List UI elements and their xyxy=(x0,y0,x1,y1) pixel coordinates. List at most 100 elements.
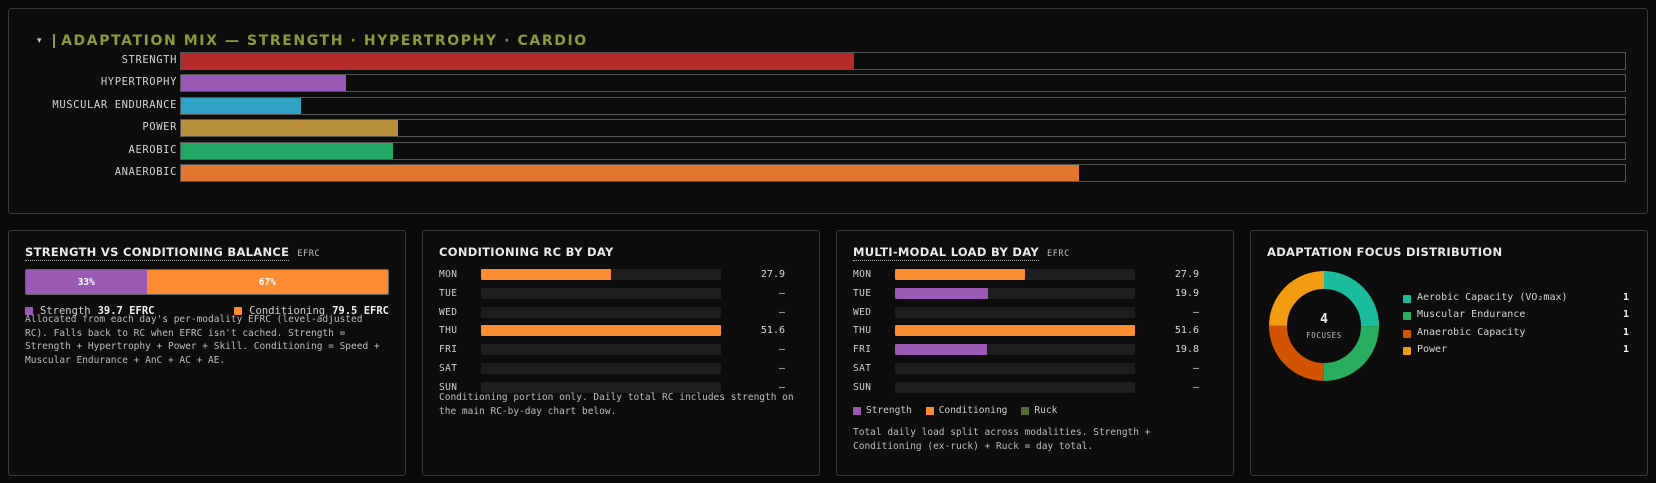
bar-track xyxy=(895,325,1135,337)
focus-donut-chart xyxy=(1269,271,1379,381)
bar-track xyxy=(895,287,1135,299)
day-value: 27.9 xyxy=(760,269,785,280)
day-label: TUE xyxy=(853,287,872,299)
card-title: MULTI-MODAL LOAD BY DAY EFRC xyxy=(853,245,1070,261)
day-label: WED xyxy=(439,306,458,318)
day-row-thu: THU 51.6 xyxy=(439,324,803,338)
day-row-tue: TUE 19.9 xyxy=(853,287,1217,301)
multimodal-legend: Strength Conditioning Ruck xyxy=(853,405,1057,416)
bar-tue xyxy=(895,287,988,299)
legend-label: Ruck xyxy=(1034,405,1058,416)
bar-track xyxy=(481,325,721,337)
day-value: — xyxy=(778,363,785,374)
donut-slice-power xyxy=(1269,271,1379,381)
mix-bar-anaerobic xyxy=(181,165,1080,181)
legend-label: Strength xyxy=(866,405,912,416)
conditioning-note: Conditioning portion only. Daily total R… xyxy=(439,392,794,417)
multimodal-load-card: MULTI-MODAL LOAD BY DAY EFRC MON 27.9 TUE 1… xyxy=(836,230,1234,476)
bar-thu xyxy=(895,325,1135,337)
mix-track xyxy=(180,96,1626,115)
focus-row-power: Power 1 xyxy=(1403,344,1629,358)
day-row-wed: WED — xyxy=(439,306,803,320)
balance-strength-segment: 33% xyxy=(26,270,147,294)
multimodal-unit: EFRC xyxy=(1046,249,1070,259)
day-label: TUE xyxy=(439,287,458,299)
card-title: CONDITIONING RC BY DAY xyxy=(439,245,614,259)
donut-slice-muscular-endurance xyxy=(1269,271,1379,381)
day-row-fri: FRI 19.8 xyxy=(853,343,1217,357)
focus-title: ADAPTATION FOCUS DISTRIBUTION xyxy=(1267,245,1503,259)
mix-label: STRENGTH xyxy=(121,54,177,66)
focus-swatch xyxy=(1403,312,1411,321)
focus-row-muscular-endurance: Muscular Endurance 1 xyxy=(1403,309,1629,323)
multimodal-note: Total daily load split across modalities… xyxy=(853,427,1151,452)
day-label: SAT xyxy=(439,363,458,374)
day-value: 19.8 xyxy=(1174,344,1199,356)
focus-count: 4 xyxy=(1320,312,1328,327)
mix-bar-muscular-endurance xyxy=(181,97,301,114)
adaptation-focus-card: ADAPTATION FOCUS DISTRIBUTION 4 FOCUSES … xyxy=(1250,230,1648,476)
day-label: MON xyxy=(439,269,458,280)
balance-unit: EFRC xyxy=(297,249,321,259)
legend-conditioning: Conditioning xyxy=(925,405,1008,416)
day-value: 19.9 xyxy=(1174,287,1199,299)
day-value: — xyxy=(778,306,785,318)
mix-bar-strength xyxy=(181,53,854,69)
day-row-sat: SAT — xyxy=(439,362,803,376)
bar-track xyxy=(895,381,1135,393)
card-title: ADAPTATION FOCUS DISTRIBUTION xyxy=(1267,245,1502,259)
focus-swatch xyxy=(1403,295,1411,303)
focus-swatch xyxy=(1403,329,1411,338)
adaptation-mix-panel: ▾ ADAPTATION MIX — STRENGTH · HYPERTROPH… xyxy=(8,8,1648,214)
day-label: FRI xyxy=(439,344,458,356)
day-value: 51.6 xyxy=(1174,325,1199,337)
day-value: 27.9 xyxy=(1174,269,1199,280)
day-row-sat: SAT — xyxy=(853,362,1217,376)
bar-track xyxy=(481,363,721,374)
bar-mon xyxy=(895,269,1025,280)
day-value: 51.6 xyxy=(760,325,785,337)
focus-row-anaerobic-capacity: Anaerobic Capacity 1 xyxy=(1403,327,1629,341)
mix-track xyxy=(180,164,1626,182)
focus-count-value: 1 xyxy=(1622,326,1629,338)
day-label: SAT xyxy=(853,363,872,374)
bar-track xyxy=(895,306,1135,318)
bar-thu xyxy=(481,325,721,337)
mix-label: POWER xyxy=(142,121,177,134)
card-title: STRENGTH VS CONDITIONING BALANCE EFRC xyxy=(25,245,320,261)
mix-track xyxy=(180,74,1626,93)
legend-label: Conditioning xyxy=(938,405,1008,416)
day-row-mon: MON 27.9 xyxy=(853,268,1217,282)
adaptation-mix-header[interactable]: ▾ ADAPTATION MIX — STRENGTH · HYPERTROPH… xyxy=(37,31,588,51)
mix-label: ANAEROBIC xyxy=(114,166,177,178)
multimodal-title: MULTI-MODAL LOAD BY DAY xyxy=(853,245,1039,261)
legend-strength: Strength 39.7 EFRC xyxy=(25,305,154,317)
mix-row-muscular-endurance: MUSCULAR ENDURANCE xyxy=(9,96,1647,115)
day-label: MON xyxy=(853,269,872,280)
day-row-sun: SUN — xyxy=(853,381,1217,395)
day-row-thu: THU 51.6 xyxy=(853,324,1217,338)
day-row-mon: MON 27.9 xyxy=(439,268,803,282)
day-label: FRI xyxy=(853,344,872,356)
day-value: — xyxy=(778,287,785,299)
collapse-caret-icon[interactable]: ▾ xyxy=(37,36,44,46)
day-value: — xyxy=(1192,363,1199,374)
adaptation-mix-title: ADAPTATION MIX — STRENGTH · HYPERTROPHY … xyxy=(61,33,588,49)
day-value: — xyxy=(1192,306,1199,318)
legend-conditioning: Conditioning 79.5 EFRC xyxy=(234,305,389,317)
legend-swatch-ruck xyxy=(1021,406,1030,415)
mix-row-aerobic: AEROBIC xyxy=(9,141,1647,160)
day-row-sun: SUN — xyxy=(439,381,803,395)
day-label: THU xyxy=(439,325,458,337)
balance-bar: 33% 67% xyxy=(25,269,389,295)
day-row-wed: WED — xyxy=(853,306,1217,320)
bar-track xyxy=(895,363,1135,374)
mix-label: MUSCULAR ENDURANCE xyxy=(52,98,177,111)
donut-slice-anaerobic-capacity xyxy=(1269,271,1379,381)
focus-label: Power xyxy=(1417,343,1448,355)
mix-bar-power xyxy=(181,120,398,137)
mix-track xyxy=(180,141,1626,160)
balance-note: Allocated from each day's per-modality E… xyxy=(25,314,380,366)
legend-strength: Strength xyxy=(853,405,912,416)
day-row-fri: FRI — xyxy=(439,343,803,357)
